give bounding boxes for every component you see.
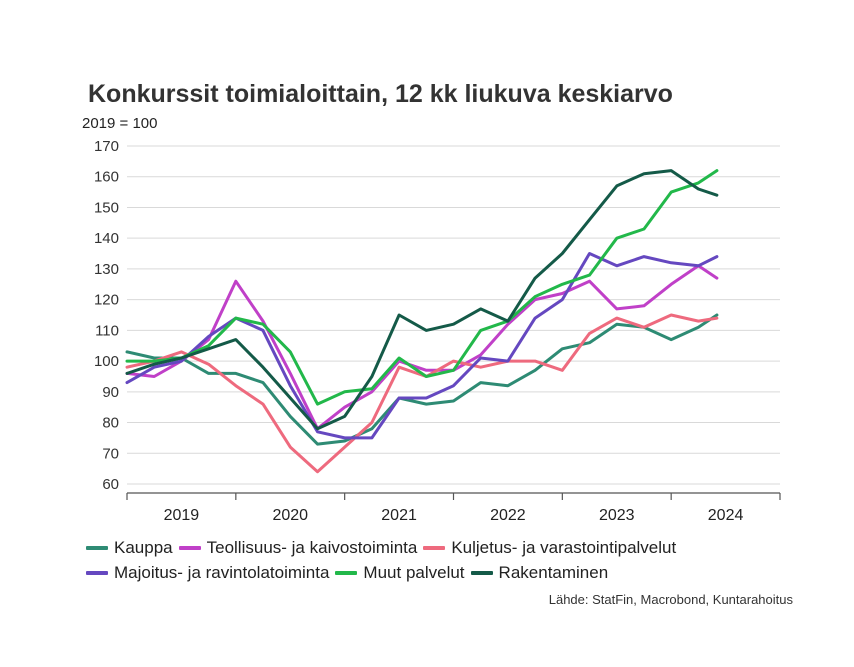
y-tick-label: 60 [102,476,119,493]
legend-item-muut-palvelut: Muut palvelut [335,562,465,583]
x-tick-label: 2022 [490,507,526,524]
legend-swatch [470,570,493,575]
legend-swatch [178,545,201,550]
legend-label: Kuljetus- ja varastointipalvelut [451,537,677,557]
series-line-1 [125,313,719,446]
y-tick-label: 100 [94,353,119,370]
x-tick-label: 2020 [272,507,308,524]
legend-item-kauppa: Kauppa [86,538,173,558]
chart-subtitle: 2019 = 100 [82,115,158,132]
legend: Kauppa Teollisuus- ja kaivostoiminta Kul… [86,535,806,585]
legend-swatch [335,570,358,575]
legend-label: Kauppa [114,537,173,557]
legend-swatch [86,570,108,575]
y-tick-label: 80 [102,415,119,432]
legend-label: Muut palvelut [363,562,465,582]
legend-item-teollisuus: Teollisuus- ja kaivostoiminta [178,537,418,558]
series-line-4 [125,252,719,440]
legend-item-rakentaminen: Rakentaminen [470,562,609,583]
series-line-2 [125,264,719,431]
y-tick-label: 130 [94,261,119,278]
legend-label: Rakentaminen [498,562,609,582]
source-note: Lähde: StatFin, Macrobond, Kuntarahoitus [548,592,793,607]
x-tick-label: 2024 [708,507,744,524]
y-tick-label: 170 [94,138,119,155]
x-tick-label: 2019 [164,507,200,524]
legend-label: Majoitus- ja ravintolatoiminta [114,562,330,582]
y-tick-label: 160 [94,169,119,186]
x-tick-label: 2021 [381,507,417,524]
x-tick-label: 2023 [599,507,635,524]
legend-item-majoitus: Majoitus- ja ravintolatoiminta [86,563,329,583]
legend-row-2: Majoitus- ja ravintolatoiminta Muut palv… [86,560,806,585]
legend-row-1: Kauppa Teollisuus- ja kaivostoiminta Kul… [86,535,806,560]
y-tick-label: 90 [102,384,119,401]
y-tick-label: 120 [94,292,119,309]
y-tick-label: 70 [102,445,119,462]
legend-swatch [423,545,446,550]
y-tick-label: 140 [94,230,119,247]
chart-title: Konkurssit toimialoittain, 12 kk liukuva… [88,80,673,108]
series-line-6 [125,169,719,431]
legend-swatch [86,545,108,550]
legend-label: Teollisuus- ja kaivostoiminta [206,537,418,557]
legend-item-kuljetus: Kuljetus- ja varastointipalvelut [423,538,676,558]
y-tick-label: 150 [94,199,119,216]
series-line-5 [125,169,719,406]
y-tick-label: 110 [95,322,119,339]
